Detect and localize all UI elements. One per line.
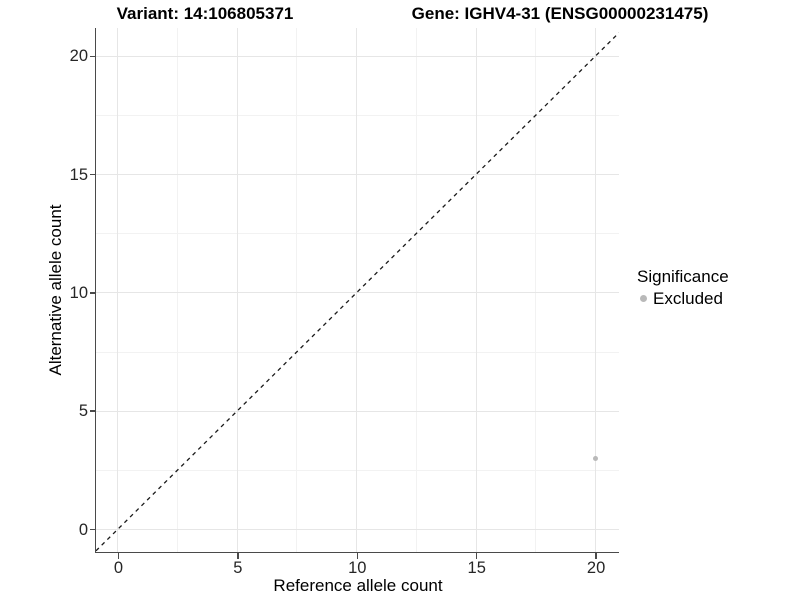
legend: Significance Excluded [637, 266, 729, 309]
grid-major-y [96, 55, 620, 57]
y-tick-mark [90, 55, 96, 58]
x-tick-label: 20 [586, 559, 606, 577]
grid-major-y [96, 292, 620, 294]
plot-panel [95, 28, 620, 553]
grid-major-y [96, 410, 620, 412]
legend-title: Significance [637, 267, 729, 286]
grid-minor-y [96, 469, 620, 471]
grid-minor-x [296, 28, 298, 552]
x-tick-mark [595, 553, 597, 559]
grid-minor-y [96, 233, 620, 235]
grid-major-y [96, 529, 620, 531]
y-tick-mark [90, 528, 96, 531]
plot-title-variant: Variant: 14:106805371 [116, 4, 294, 23]
grid-major-y [96, 174, 620, 176]
grid-major-x [475, 28, 477, 552]
grid-major-x [595, 28, 596, 552]
x-tick-mark [117, 553, 120, 559]
x-tick-label: 5 [233, 559, 243, 577]
x-tick-label: 10 [348, 559, 367, 577]
grid-minor-y [96, 115, 620, 117]
identity-dashed-line [96, 32, 620, 552]
grid-major-x [356, 28, 358, 552]
x-axis-title: Reference allele count [273, 576, 443, 595]
y-tick-label: 0 [78, 520, 88, 539]
grid-minor-y [96, 351, 620, 353]
grid-major-x [236, 28, 238, 552]
x-tick-label: 0 [113, 559, 124, 577]
y-tick-label: 20 [69, 47, 88, 66]
legend-point-icon [640, 295, 647, 302]
y-tick-mark [90, 292, 96, 294]
x-tick-mark [356, 553, 359, 559]
grid-minor-x [535, 28, 537, 552]
legend-key [637, 295, 650, 302]
grid-major-x [117, 28, 119, 552]
y-tick-mark [90, 410, 96, 412]
x-tick-mark [237, 553, 239, 559]
x-tick-label: 15 [467, 559, 486, 577]
data-point [593, 456, 598, 462]
x-tick-mark [475, 553, 478, 559]
legend-item: Excluded [637, 288, 729, 309]
legend-item-label: Excluded [653, 289, 723, 308]
y-tick-label: 5 [78, 402, 88, 421]
legend-items: Excluded [637, 288, 729, 309]
plot-title-gene: Gene: IGHV4-31 (ENSG00000231475) [411, 4, 709, 23]
grid-minor-x [415, 28, 417, 552]
y-tick-label: 10 [69, 283, 88, 302]
y-tick-label: 15 [69, 165, 88, 184]
grid-minor-x [177, 28, 179, 552]
y-tick-mark [90, 173, 96, 176]
